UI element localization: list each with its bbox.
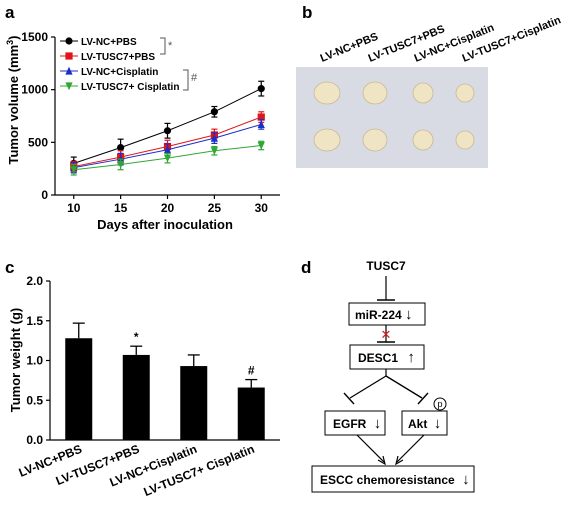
volume-y-tick-label: 1000 [21,83,48,97]
volume-data-point [210,108,218,116]
volume-data-point [163,154,172,163]
volume-x-tick-label: 10 [67,201,81,215]
star-annotation: * [168,40,173,52]
tumor-specimen [455,130,475,150]
tumor-specimen [313,128,341,152]
tumor-photo: LV-NC+PBS LV-TUSC7+PBS LV-NC+Cisplatin L… [296,14,563,168]
mir224-label: miR-224 ↓ [355,306,413,323]
volume-y-tick-label: 500 [28,135,48,149]
panel-label-a: a [5,3,15,22]
star-bracket [160,37,166,55]
volume-data-point [210,133,218,142]
tusc7-node: TUSC7 [366,259,406,273]
phospho-circle [433,397,447,411]
legend-entry: LV-TUSC7+ Cisplatin [81,82,179,93]
mir224-box [348,302,426,326]
weight-y-tick-label: 0.0 [26,433,43,447]
volume-legend: LV-NC+PBS LV-TUSC7+PBS LV-NC+Cisplatin LV-T… [60,37,179,93]
escc-label: ESCC chemoresistance ↓ [320,471,470,488]
tumor-specimen [362,81,388,105]
akt-box [401,410,448,436]
tumor-specimen [362,128,388,152]
tumor-specimen [412,82,434,104]
weight-y-tick-label: 1.0 [26,354,43,368]
weight-bar [180,366,208,440]
weight-y-tick-label: 2.0 [26,274,43,288]
tumor-volume-line-chart: Tumor volume (mm3) Days after inoculatio… [5,30,280,232]
legend-entry: LV-TUSC7+PBS [81,52,155,63]
desc1-label: DESC1 ↑ [358,349,415,366]
photo-label-3: LV-NC+Cisplatin [413,22,497,65]
volume-data-point [70,166,78,174]
weight-bar [65,338,93,440]
volume-y-tick-label: 0 [41,188,48,202]
volume-data-point [163,127,172,135]
mechanism-diagram: TUSC7 miR-224 ↓ ✕ DESC1 ↑ EGFR ↓ Akt ↓ p… [311,259,475,493]
egfr-box [324,410,386,436]
volume-data-point [117,160,125,169]
weight-y-tick-label: 0.5 [26,393,43,407]
weight-y-axis-title: Tumor weight (g) [8,308,23,412]
block-cross-icon: ✕ [381,327,392,342]
panel-label-d: d [301,258,311,277]
weight-significance-label: # [248,364,255,378]
legend-entry: LV-NC+Cisplatin [81,67,158,78]
legend-marker [65,37,73,45]
volume-x-axis-title: Days after inoculation [97,217,233,232]
volume-data-point [257,120,265,129]
weight-bar [122,354,150,440]
volume-x-tick-label: 15 [114,201,128,215]
volume-data-point [257,141,265,150]
volume-data-point [257,113,265,121]
tumor-specimen [412,129,434,151]
weight-y-tick-label: 1.5 [26,314,43,328]
legend-marker [65,52,73,60]
volume-y-tick-label: 1500 [21,30,48,44]
volume-data-point [257,85,265,93]
volume-x-tick-label: 30 [255,201,269,215]
escc-box [311,465,475,493]
panel-label-c: c [5,258,14,277]
hash-bracket [183,69,189,91]
hash-annotation: # [191,72,198,84]
egfr-label: EGFR ↓ [333,415,381,432]
volume-data-point [163,145,172,154]
volume-data-point [210,147,218,155]
legend-marker [65,82,73,91]
panel-label-b: b [302,3,312,22]
volume-y-axis-title: Tumor volume (mm3) [5,35,21,164]
volume-data-point [117,144,125,152]
volume-x-tick-label: 20 [161,201,175,215]
tumor-specimen [313,81,341,105]
weight-bar [237,387,265,440]
desc1-box [349,344,425,370]
akt-label: Akt ↓ [408,415,441,432]
tumor-specimen [455,83,475,103]
legend-entry: LV-NC+PBS [81,37,137,48]
tumor-weight-bar-chart: Tumor weight (g) 0.00.51.01.52.0LV-NC+PB… [8,274,280,499]
weight-significance-label: * [134,330,139,344]
legend-marker [65,66,73,75]
volume-x-tick-label: 25 [208,201,222,215]
phospho-label: p [437,399,442,409]
